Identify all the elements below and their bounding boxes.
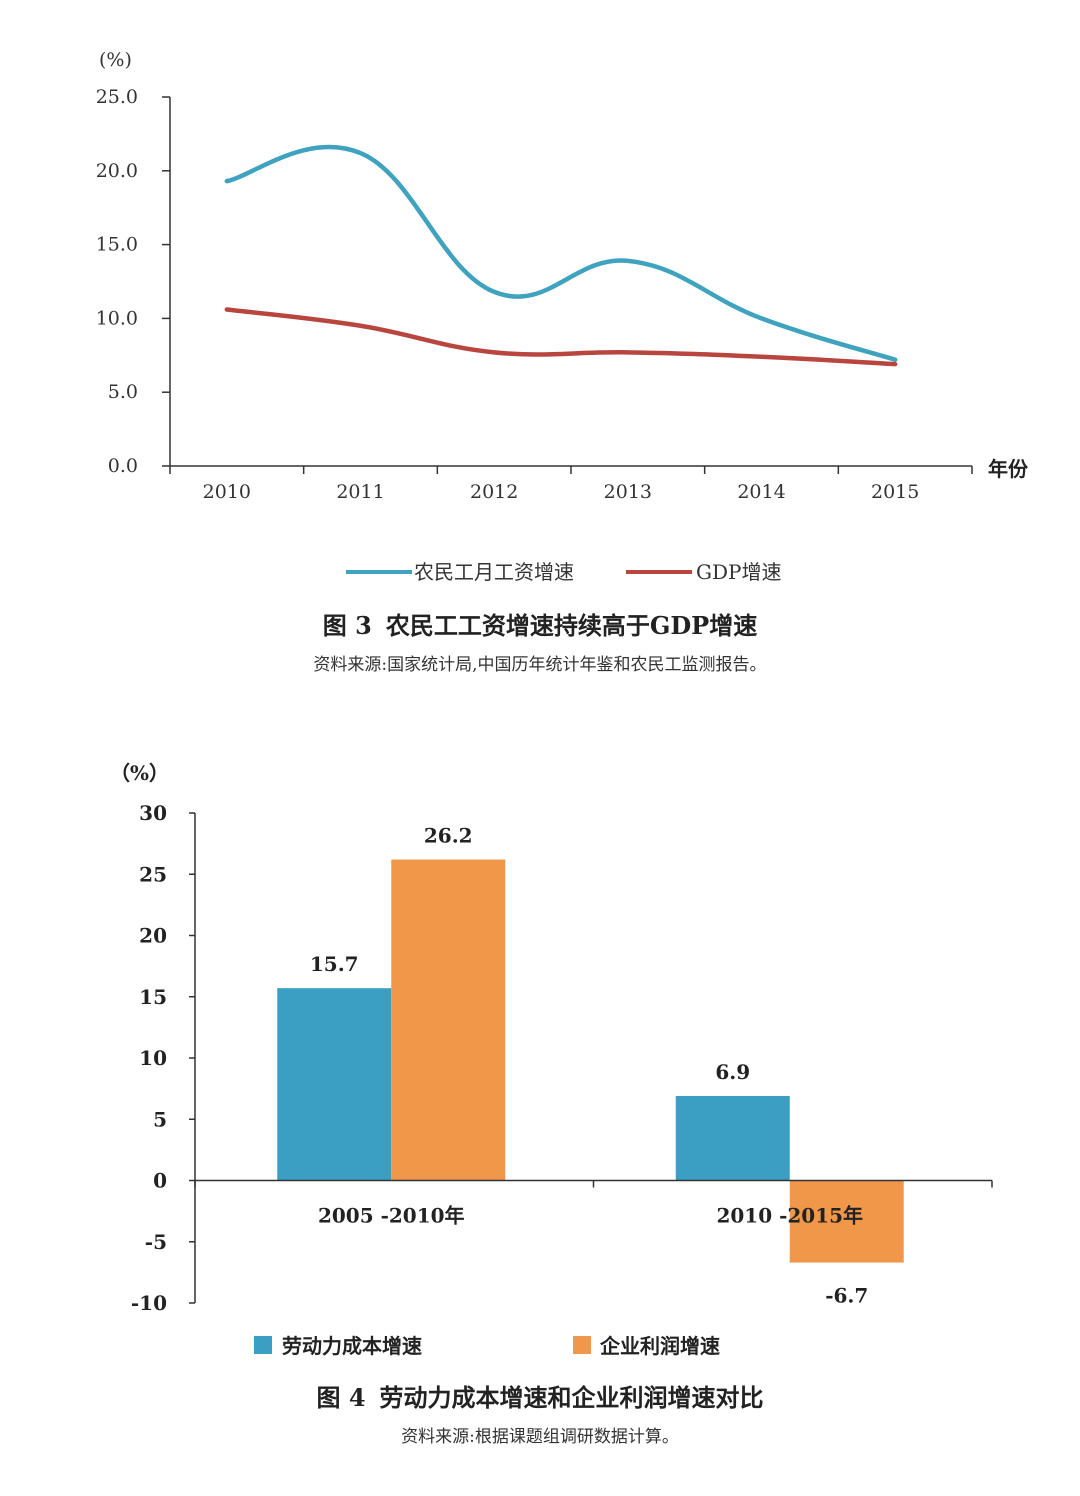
- bar-labor-cost-growth: [675, 1095, 790, 1181]
- y-tick-label: -5: [145, 1230, 167, 1254]
- figure-4-source: 资料来源:根据课题组调研数据计算。: [401, 1427, 679, 1447]
- y-tick-label: 15: [139, 985, 167, 1009]
- x-tick-label: 2013: [604, 481, 652, 503]
- data-label: 26.2: [424, 824, 473, 848]
- x-tick-label: 2012: [470, 481, 518, 503]
- y-tick-label: 15.0: [96, 234, 138, 256]
- y-tick-label: 30: [139, 801, 167, 825]
- bar-profit-growth: [391, 859, 506, 1181]
- y-tick-label: 5.0: [108, 381, 138, 403]
- y-tick-label: 10.0: [96, 307, 138, 329]
- legend-label-labor-cost: 劳动力成本增速: [282, 1334, 422, 1358]
- x-tick-label: 2010: [203, 481, 251, 503]
- legend-label-profit: 企业利润增速: [599, 1334, 720, 1358]
- data-label: 15.7: [310, 952, 359, 976]
- category-label: 2005 -2010年: [318, 1204, 465, 1228]
- x-tick-label: 2015: [871, 481, 919, 503]
- bar-profit-growth: [789, 1180, 904, 1263]
- line-chart: (%) 0.0 5.0 10.0 15.0 20.0 25.0 2010 2011 2012 2…: [96, 49, 1029, 584]
- figure-3-source: 资料来源:国家统计局,中国历年统计年鉴和农民工监测报告。: [313, 655, 767, 675]
- y-axis-unit-label: （%）: [110, 761, 169, 785]
- legend: 劳动力成本增速 企业利润增速: [254, 1334, 720, 1358]
- figure-4: （%） 30 25 20 15 10 5 0 -5 -10 15.7 26.2 6.9 -6.7 20…: [0, 740, 1080, 1496]
- figure-3-title-text: 农民工工资增速持续高于GDP增速: [385, 611, 758, 640]
- figure-3-number: 图 3: [322, 611, 372, 640]
- figure-3: (%) 0.0 5.0 10.0 15.0 20.0 25.0 2010 2011 2012 2…: [0, 0, 1080, 700]
- y-tick-label: 0: [153, 1169, 167, 1193]
- legend-swatch-labor-cost: [254, 1336, 272, 1354]
- figure-4-title-text: 劳动力成本增速和企业利润增速对比: [379, 1383, 764, 1412]
- legend-label-wage: 农民工月工资增速: [414, 560, 574, 584]
- y-tick-label: 20: [139, 924, 167, 948]
- y-tick-label: 10: [139, 1046, 167, 1070]
- y-axis-unit-label: (%): [99, 49, 132, 71]
- figure-3-title: 图 3 农民工工资增速持续高于GDP增速: [0, 606, 1080, 641]
- y-tick-label: 5: [153, 1107, 167, 1131]
- legend: 农民工月工资增速 GDP增速: [346, 560, 781, 584]
- y-tick-label: 0.0: [108, 455, 138, 477]
- bar-chart: （%） 30 25 20 15 10 5 0 -5 -10 15.7 26.2 6.9 -6.7 20…: [110, 761, 993, 1358]
- bar-labor-cost-growth: [277, 988, 392, 1181]
- category-label: 2010 -2015年: [716, 1204, 863, 1228]
- legend-swatch-profit: [573, 1336, 591, 1354]
- y-tick-label: 25.0: [96, 86, 138, 108]
- y-tick-label: 25: [139, 862, 167, 886]
- figure-4-number: 图 4: [316, 1383, 366, 1412]
- y-tick-label: -10: [131, 1291, 167, 1315]
- data-label: 6.9: [715, 1060, 750, 1084]
- x-axis-title: 年份: [988, 457, 1029, 481]
- legend-label-gdp: GDP增速: [696, 560, 781, 584]
- series-line-wage-growth: [224, 144, 898, 362]
- series-line-gdp-growth: [224, 307, 898, 367]
- data-label: -6.7: [825, 1284, 868, 1308]
- y-tick-label: 20.0: [96, 160, 138, 182]
- x-tick-label: 2011: [336, 481, 384, 503]
- figure-4-title: 图 4 劳动力成本增速和企业利润增速对比: [0, 1378, 1080, 1413]
- x-tick-label: 2014: [737, 481, 785, 503]
